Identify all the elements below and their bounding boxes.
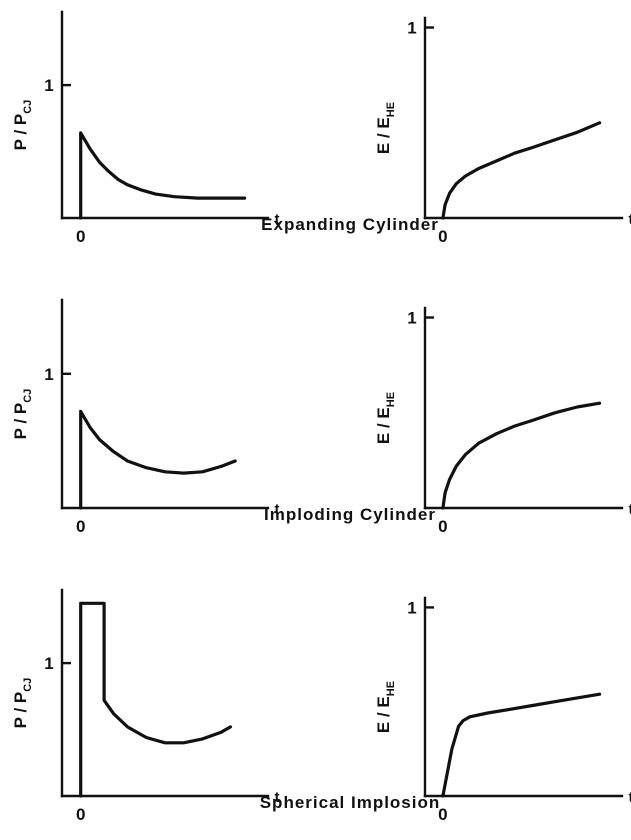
expanding-pressure-series-line	[79, 131, 247, 220]
spherical-pressure-origin-label: 0	[76, 805, 85, 824]
row-label-0: Expanding Cylinder	[261, 215, 439, 234]
spherical-pressure-ytick-label: 1	[44, 654, 53, 673]
expanding-pressure-ylabel: P / PCJ	[11, 100, 34, 151]
spherical-pressure-xlabel: t	[275, 789, 280, 806]
imploding-pressure-xlabel: t	[275, 501, 280, 518]
expanding-energy-xlabel: t	[629, 211, 631, 228]
row-label-2: Spherical Implosion	[260, 793, 441, 812]
expanding-energy-ylabel: E / EHE	[374, 102, 397, 154]
expanding-pressure-xlabel: t	[275, 211, 280, 228]
expanding-energy-ytick-label: 1	[407, 19, 416, 38]
spherical-energy-xlabel: t	[629, 789, 631, 806]
imploding-pressure-series-line	[79, 409, 237, 510]
row-label-1: Imploding Cylinder	[264, 505, 436, 524]
expanding-pressure-origin-label: 0	[76, 227, 85, 246]
spherical-energy-series-line	[441, 692, 602, 798]
imploding-pressure-ytick-label: 1	[44, 365, 53, 384]
spherical-pressure-ylabel: P / PCJ	[11, 678, 34, 729]
imploding-energy-ytick-label: 1	[407, 309, 416, 328]
spherical-energy-ytick-label: 1	[407, 598, 416, 617]
expanding-pressure-ytick-label: 1	[44, 76, 53, 95]
imploding-energy-series-line	[441, 401, 602, 510]
expanding-energy-series-line	[441, 121, 602, 220]
imploding-energy-xlabel: t	[629, 501, 631, 518]
imploding-pressure-origin-label: 0	[76, 517, 85, 536]
imploding-energy-origin-label: 0	[438, 517, 447, 536]
expanding-energy-origin-label: 0	[438, 227, 447, 246]
spherical-energy-ylabel: E / EHE	[374, 681, 397, 733]
imploding-pressure-ylabel: P / PCJ	[11, 389, 34, 440]
imploding-energy-ylabel: E / EHE	[374, 392, 397, 444]
spherical-pressure-series-line	[79, 601, 233, 798]
spherical-energy-origin-label: 0	[438, 805, 447, 824]
